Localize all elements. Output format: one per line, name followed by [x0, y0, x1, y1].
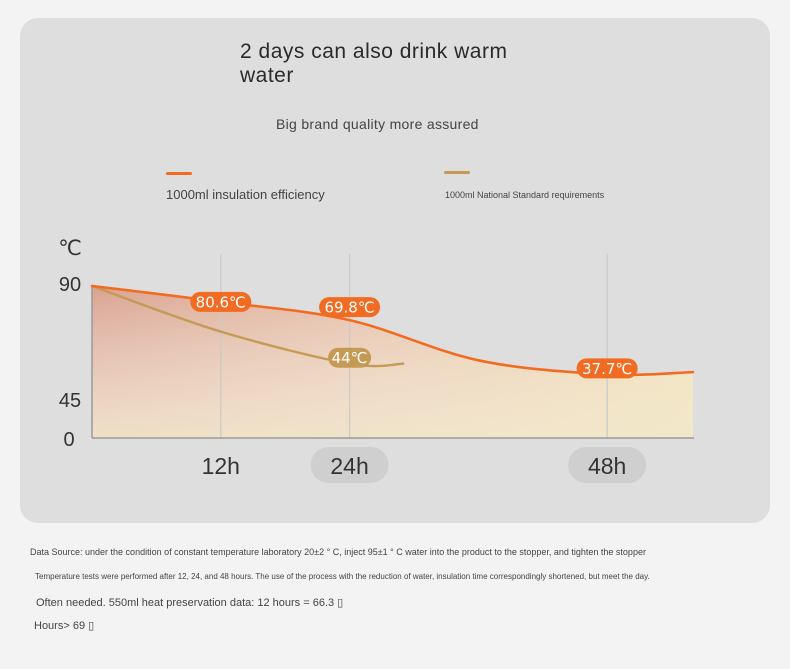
- x-tick-24h: 24h: [330, 453, 368, 479]
- footnote-test-conditions: Temperature tests were performed after 1…: [35, 572, 650, 581]
- data-label-insulation-0: 80.6℃: [196, 293, 246, 311]
- data-label-insulation-2-bg: [576, 358, 638, 379]
- x-tick-pill-48h: [568, 447, 647, 483]
- legend-swatch-insulation: [166, 172, 192, 175]
- y-tick-45: 45: [59, 390, 81, 412]
- data-label-insulation-1-bg: [319, 297, 381, 318]
- y-tick-90: 90: [59, 274, 81, 296]
- data-label-standard-0-bg: [328, 347, 372, 368]
- legend-swatch-standard: [444, 171, 470, 174]
- x-tick-48h: 48h: [588, 453, 626, 479]
- data-label-standard-0: 44℃: [332, 349, 368, 367]
- chart-title: 2 days can also drink warm water: [240, 40, 508, 87]
- chart-card: [20, 18, 770, 523]
- data-label-insulation-2: 37.7℃: [582, 360, 632, 378]
- y-axis-unit: ℃: [58, 236, 82, 260]
- legend-label-insulation: 1000ml insulation efficiency: [166, 187, 325, 202]
- area-fill-overlay: [92, 286, 693, 438]
- footnote-550ml-data: Often needed. 550ml heat preservation da…: [36, 597, 344, 609]
- legend-label-standard: 1000ml National Standard requirements: [445, 190, 605, 200]
- series-line-standard: [90, 284, 405, 368]
- data-label-insulation-0-bg: [190, 291, 252, 312]
- footnote-hours: Hours> 69 ▯: [34, 620, 95, 632]
- x-tick-12h: 12h: [202, 453, 240, 479]
- x-tick-pill-24h: [310, 447, 389, 483]
- chart-subtitle: Big brand quality more assured: [276, 116, 479, 132]
- footnote-data-source: Data Source: under the condition of cons…: [30, 547, 646, 557]
- y-tick-0: 0: [63, 429, 74, 451]
- data-label-insulation-1: 69.8℃: [324, 299, 374, 317]
